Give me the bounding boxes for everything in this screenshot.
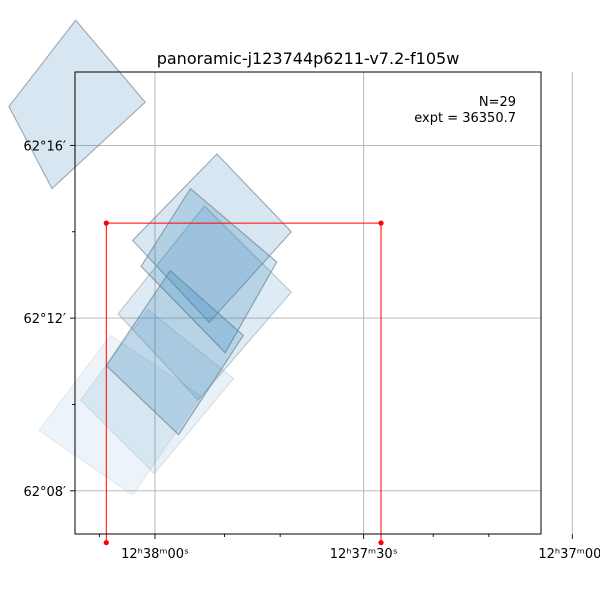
- footprint-polygon: [8, 19, 147, 190]
- tick-labels: 12ʰ38ᵐ00ˢ 12ʰ37ᵐ30ˢ 12ʰ37ᵐ00ˢ 62°16′ 62°12′ 6…: [23, 139, 600, 562]
- footprint-polygon: [79, 308, 235, 475]
- scan-path-point: [378, 540, 384, 546]
- footprint-layer: [8, 19, 293, 496]
- scan-path-line: [105, 222, 382, 543]
- x-tick-label: 12ʰ38ᵐ00ˢ: [121, 547, 189, 562]
- footprint-polygon: [105, 269, 245, 436]
- footprint-polygon: [140, 187, 278, 354]
- scan-path-point: [103, 540, 109, 546]
- scan-path-point: [378, 220, 384, 226]
- scan-path-point: [103, 220, 109, 226]
- y-tick-label: 62°08′: [23, 485, 66, 500]
- x-tick-label: 12ʰ37ᵐ30ˢ: [330, 547, 398, 562]
- scan-path-layer: [103, 220, 384, 546]
- footprint-polygon: [117, 205, 293, 401]
- y-tick-label: 62°16′: [23, 139, 66, 154]
- grid-lines: [75, 72, 573, 534]
- x-tick-label: 12ʰ37ᵐ00ˢ: [538, 547, 600, 562]
- plot-area-frame: [74, 71, 542, 535]
- footprint-polygon: [37, 334, 202, 496]
- y-tick-label: 62°12′: [23, 312, 66, 327]
- count-label: N=29: [479, 95, 516, 110]
- chart-title: panoramic-j123744p6211-v7.2-f105w: [157, 49, 460, 68]
- axis-ticks: [70, 144, 573, 539]
- footprint-polygon: [131, 153, 293, 324]
- exposure-label: expt = 36350.7: [414, 111, 516, 126]
